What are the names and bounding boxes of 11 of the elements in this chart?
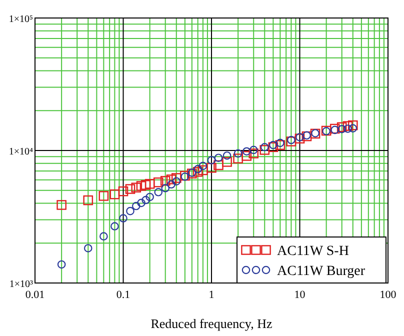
legend-label: AC11W S-H [277, 244, 349, 259]
y-tick-label: 1×10⁵ [8, 14, 33, 25]
y-tick-label: 1×10³ [9, 279, 33, 290]
x-axis-title: Reduced frequency, Hz [150, 316, 272, 331]
y-tick-label: 1×10⁴ [8, 146, 34, 158]
x-tick-label: 100 [380, 289, 397, 301]
x-tick-label: 0.1 [116, 289, 130, 301]
x-tick-label: 1 [208, 289, 214, 301]
x-tick-label: 0.01 [25, 289, 45, 301]
x-tick-label: 10 [294, 289, 306, 301]
legend-label: AC11W Burger [277, 264, 366, 279]
